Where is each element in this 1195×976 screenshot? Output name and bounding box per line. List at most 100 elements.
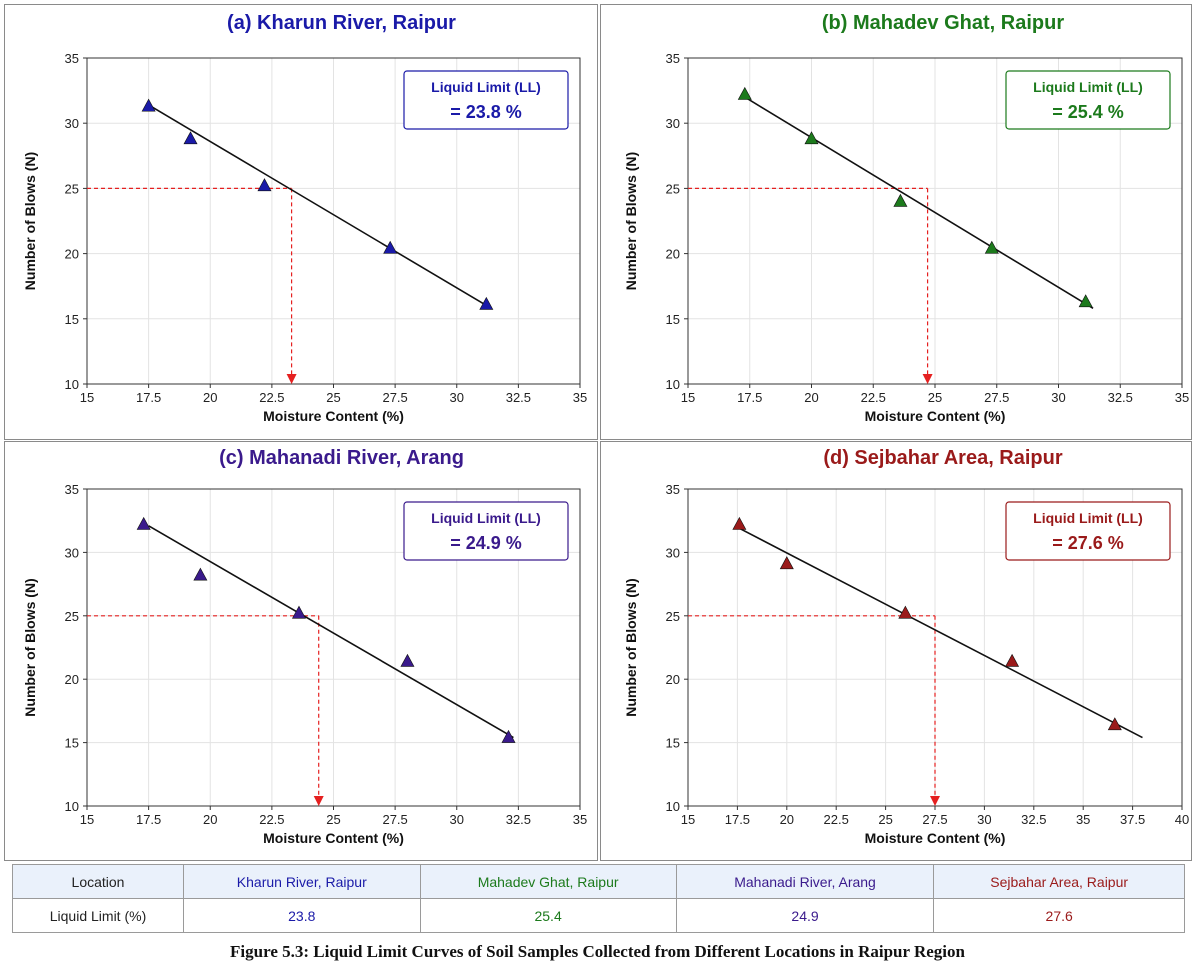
x-axis-label: Moisture Content (%) — [865, 408, 1006, 424]
liquid-limit-value: = 27.6 % — [1052, 533, 1124, 553]
y-tick-label: 35 — [666, 482, 680, 497]
x-tick-label: 25 — [928, 390, 942, 405]
x-tick-label: 15 — [80, 812, 94, 827]
x-tick-label: 40 — [1175, 812, 1189, 827]
data-point — [479, 296, 494, 310]
x-tick-label: 17.5 — [136, 812, 161, 827]
y-tick-label: 10 — [666, 799, 680, 814]
panel-title: (d) Sejbahar Area, Raipur — [823, 447, 1063, 469]
liquid-limit-value: = 23.8 % — [450, 102, 522, 122]
data-point — [257, 178, 272, 192]
panel-title: (a) Kharun River, Raipur — [227, 12, 456, 34]
liquid-limit-box — [1005, 70, 1171, 130]
y-tick-label: 35 — [666, 51, 680, 66]
x-tick-label: 35 — [573, 812, 587, 827]
ref-arrowhead — [922, 374, 933, 384]
summary-table: Location Kharun River, Raipur Mahadev Gh… — [12, 864, 1185, 933]
x-tick-label: 17.5 — [725, 812, 750, 827]
y-tick-label: 25 — [65, 181, 79, 196]
liquid-limit-label: Liquid Limit (LL) — [431, 79, 541, 95]
data-point — [400, 653, 415, 667]
y-tick-label: 15 — [65, 312, 79, 327]
chart-panel: 15 17.5 20 22.5 25 27.5 30 32.5 35 10 15 20 25 30 35 Mo… — [4, 4, 598, 440]
chart-panel: 15 17.5 20 22.5 25 27.5 30 32.5 35 10 15 20 25 30 35 Mo… — [600, 4, 1192, 440]
liquid-limit-value: = 25.4 % — [1052, 102, 1124, 122]
y-tick-label: 20 — [666, 247, 680, 262]
chart-svg: 15 17.5 20 22.5 25 27.5 30 32.5 35 37.5 4010152025… — [623, 447, 1189, 846]
liquid-limit-box — [403, 501, 569, 561]
x-tick-label: 20 — [804, 390, 818, 405]
x-tick-label: 20 — [780, 812, 794, 827]
data-point — [984, 240, 999, 254]
y-tick-label: 25 — [666, 181, 680, 196]
y-tick-label: 20 — [65, 247, 79, 262]
ref-arrowhead — [313, 796, 324, 806]
chart-svg: 15 17.5 20 22.5 25 27.5 30 32.5 35101520253035Mo… — [623, 12, 1189, 424]
data-point — [1078, 294, 1093, 308]
table-row-label: Liquid Limit (%) — [12, 898, 184, 933]
liquid-limit-value: = 24.9 % — [450, 533, 522, 553]
table-value-4: 27.6 — [933, 898, 1185, 933]
x-tick-label: 30 — [450, 390, 464, 405]
y-tick-label: 30 — [65, 545, 79, 560]
x-tick-label: 22.5 — [824, 812, 849, 827]
panel-title: (b) Mahadev Ghat, Raipur — [822, 12, 1064, 34]
x-tick-label: 27.5 — [382, 390, 407, 405]
table-value-1: 23.8 — [183, 898, 421, 933]
ref-arrowhead — [930, 796, 940, 806]
data-point — [737, 86, 752, 100]
y-tick-label: 15 — [666, 312, 680, 327]
y-axis-label: Number of Blows (N) — [623, 578, 639, 716]
x-tick-label: 32.5 — [506, 812, 531, 827]
data-point — [291, 605, 306, 619]
table-value-row: Liquid Limit (%) 23.8 25.4 24.9 27.6 — [12, 898, 1185, 933]
x-tick-label: 37.5 — [1120, 812, 1145, 827]
x-tick-label: 15 — [681, 812, 695, 827]
x-tick-label: 22.5 — [861, 390, 886, 405]
table-location-2: Mahadev Ghat, Raipur — [419, 864, 677, 899]
figure-caption: Figure 5.3: Liquid Limit Curves of Soil … — [230, 942, 965, 961]
table-header-label: Location — [12, 864, 184, 899]
liquid-limit-box — [1005, 501, 1171, 561]
y-tick-label: 30 — [65, 116, 79, 131]
y-tick-label: 30 — [666, 116, 680, 131]
data-point — [141, 98, 156, 112]
y-tick-label: 20 — [666, 672, 680, 687]
x-tick-label: 17.5 — [737, 390, 762, 405]
trend-line — [739, 527, 1143, 739]
x-tick-label: 32.5 — [1021, 812, 1046, 827]
x-tick-label: 30 — [977, 812, 991, 827]
trend-line — [744, 96, 1094, 310]
data-point — [1005, 653, 1020, 667]
y-axis-label: Number of Blows (N) — [623, 152, 639, 290]
x-tick-label: 25 — [326, 390, 340, 405]
x-axis-label: Moisture Content (%) — [865, 830, 1006, 846]
y-tick-label: 10 — [65, 377, 79, 392]
trend-line — [148, 104, 492, 310]
data-point — [193, 567, 208, 581]
data-point — [136, 516, 151, 530]
chart-svg: 15 17.5 20 22.5 25 27.5 30 32.5 35101520253035Mo… — [22, 12, 587, 424]
data-point — [1107, 717, 1122, 731]
y-tick-label: 30 — [666, 545, 680, 560]
table-header-row: Location Kharun River, Raipur Mahadev Gh… — [12, 864, 1185, 899]
y-tick-label: 25 — [666, 609, 680, 624]
table-location-3: Mahanadi River, Arang — [675, 864, 935, 899]
x-tick-label: 32.5 — [506, 390, 531, 405]
x-tick-label: 27.5 — [382, 812, 407, 827]
table-value-3: 24.9 — [675, 898, 935, 933]
y-tick-label: 10 — [666, 377, 680, 392]
x-tick-label: 30 — [450, 812, 464, 827]
data-point — [898, 605, 913, 619]
x-tick-label: 20 — [203, 812, 217, 827]
x-tick-label: 32.5 — [1108, 390, 1133, 405]
x-tick-label: 25 — [878, 812, 892, 827]
y-tick-label: 35 — [65, 482, 79, 497]
y-tick-label: 10 — [65, 799, 79, 814]
x-tick-label: 22.5 — [259, 812, 284, 827]
data-point — [893, 193, 908, 207]
ref-arrowhead — [286, 374, 297, 384]
x-tick-label: 27.5 — [984, 390, 1009, 405]
x-tick-label: 25 — [326, 812, 340, 827]
x-tick-label: 35 — [573, 390, 587, 405]
